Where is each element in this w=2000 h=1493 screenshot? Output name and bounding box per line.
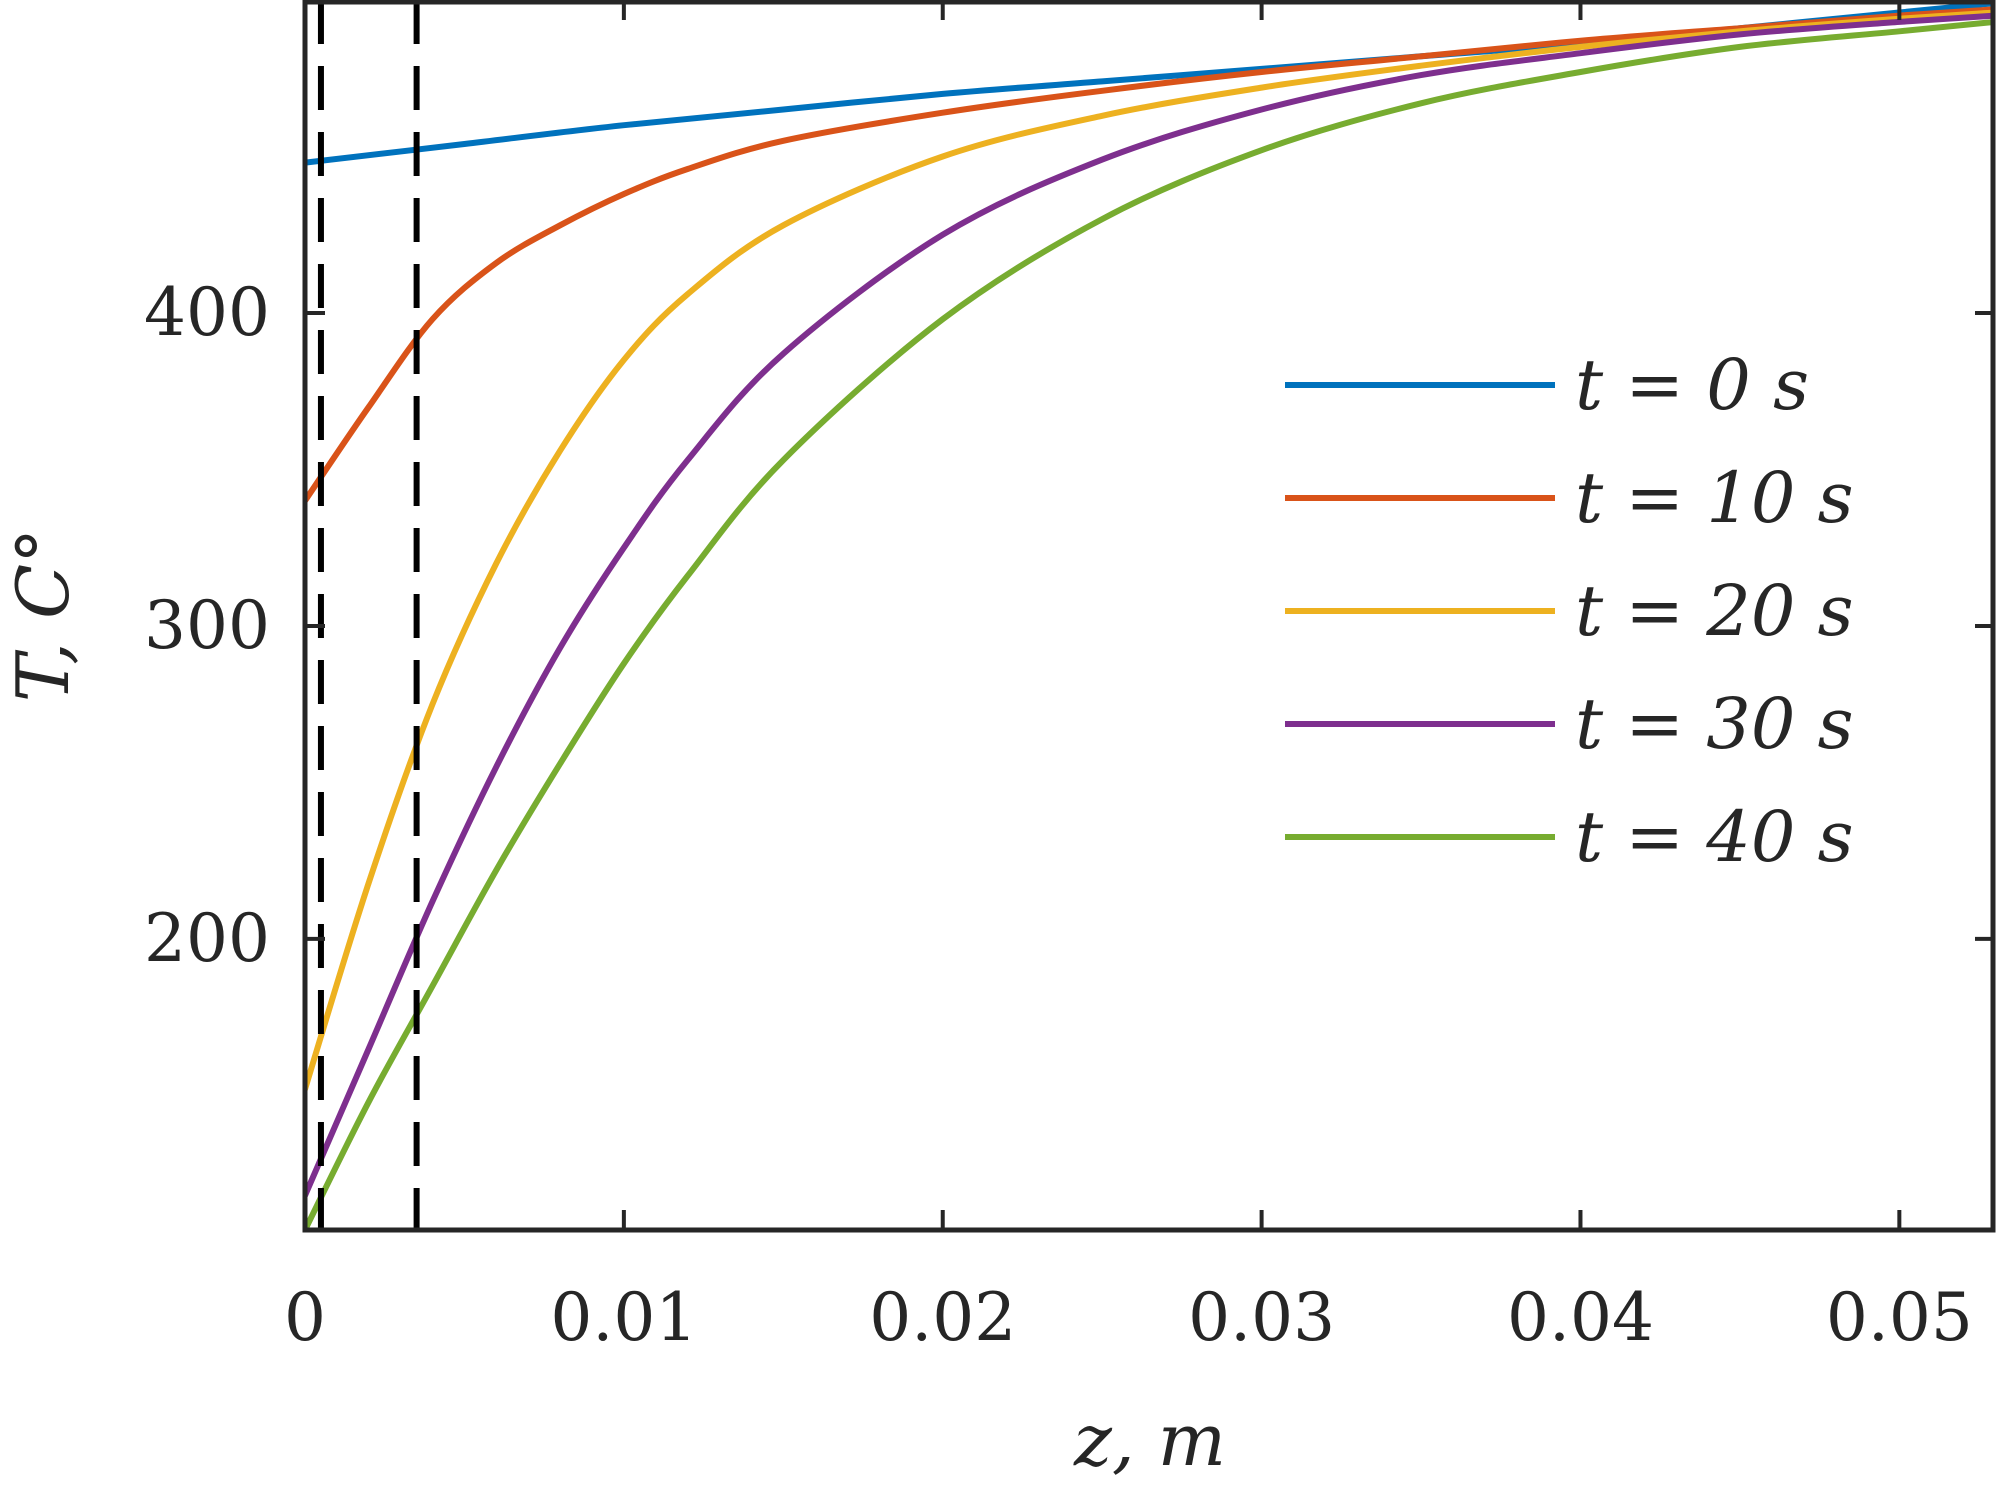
legend-entry: t = 20 s (1285, 570, 1854, 652)
x-tick-label: 0.05 (1826, 1279, 1973, 1356)
plot-background (305, 0, 1995, 1230)
legend-label: t = 0 s (1575, 344, 1809, 426)
series-layer (305, 0, 1995, 1230)
reference-lines (317, 0, 420, 1230)
axes-box (302, 0, 1996, 1233)
x-tick-label: 0 (284, 1279, 326, 1356)
legend-label: t = 10 s (1575, 457, 1854, 539)
legend-entry: t = 40 s (1285, 796, 1854, 878)
legend-entry: t = 0 s (1285, 344, 1809, 426)
x-tick-label: 0.03 (1188, 1279, 1335, 1356)
legend-entry: t = 10 s (1285, 457, 1854, 539)
y-tick-label: 400 (144, 274, 270, 351)
axes (302, 0, 1996, 1233)
legend-entry: t = 30 s (1285, 683, 1854, 765)
series-line-3 (305, 12, 1995, 1199)
legend: t = 0 s t = 10 s t = 20 s t = 30 s t = 40 s (1285, 344, 1854, 878)
legend-label: t = 30 s (1575, 683, 1854, 765)
y-tick-label: 200 (144, 900, 270, 977)
legend-label: t = 20 s (1575, 570, 1854, 652)
series-line-1 (305, 6, 1995, 504)
series-line-4 (305, 18, 1995, 1230)
x-axis-label: z, m (1073, 1398, 1226, 1482)
legend-label: t = 40 s (1575, 796, 1854, 878)
plot-area (305, 0, 1995, 1230)
y-axis-label: T, C° (1, 528, 85, 702)
x-tick-label: 0.01 (550, 1279, 697, 1356)
tick-labels: 0 0.01 0.02 0.03 0.04 0.05 200 300 400 (144, 274, 1973, 1356)
y-tick-label: 300 (144, 587, 270, 664)
x-tick-label: 0.02 (869, 1279, 1016, 1356)
series-line-2 (305, 9, 1995, 1093)
x-tick-label: 0.04 (1507, 1279, 1654, 1356)
